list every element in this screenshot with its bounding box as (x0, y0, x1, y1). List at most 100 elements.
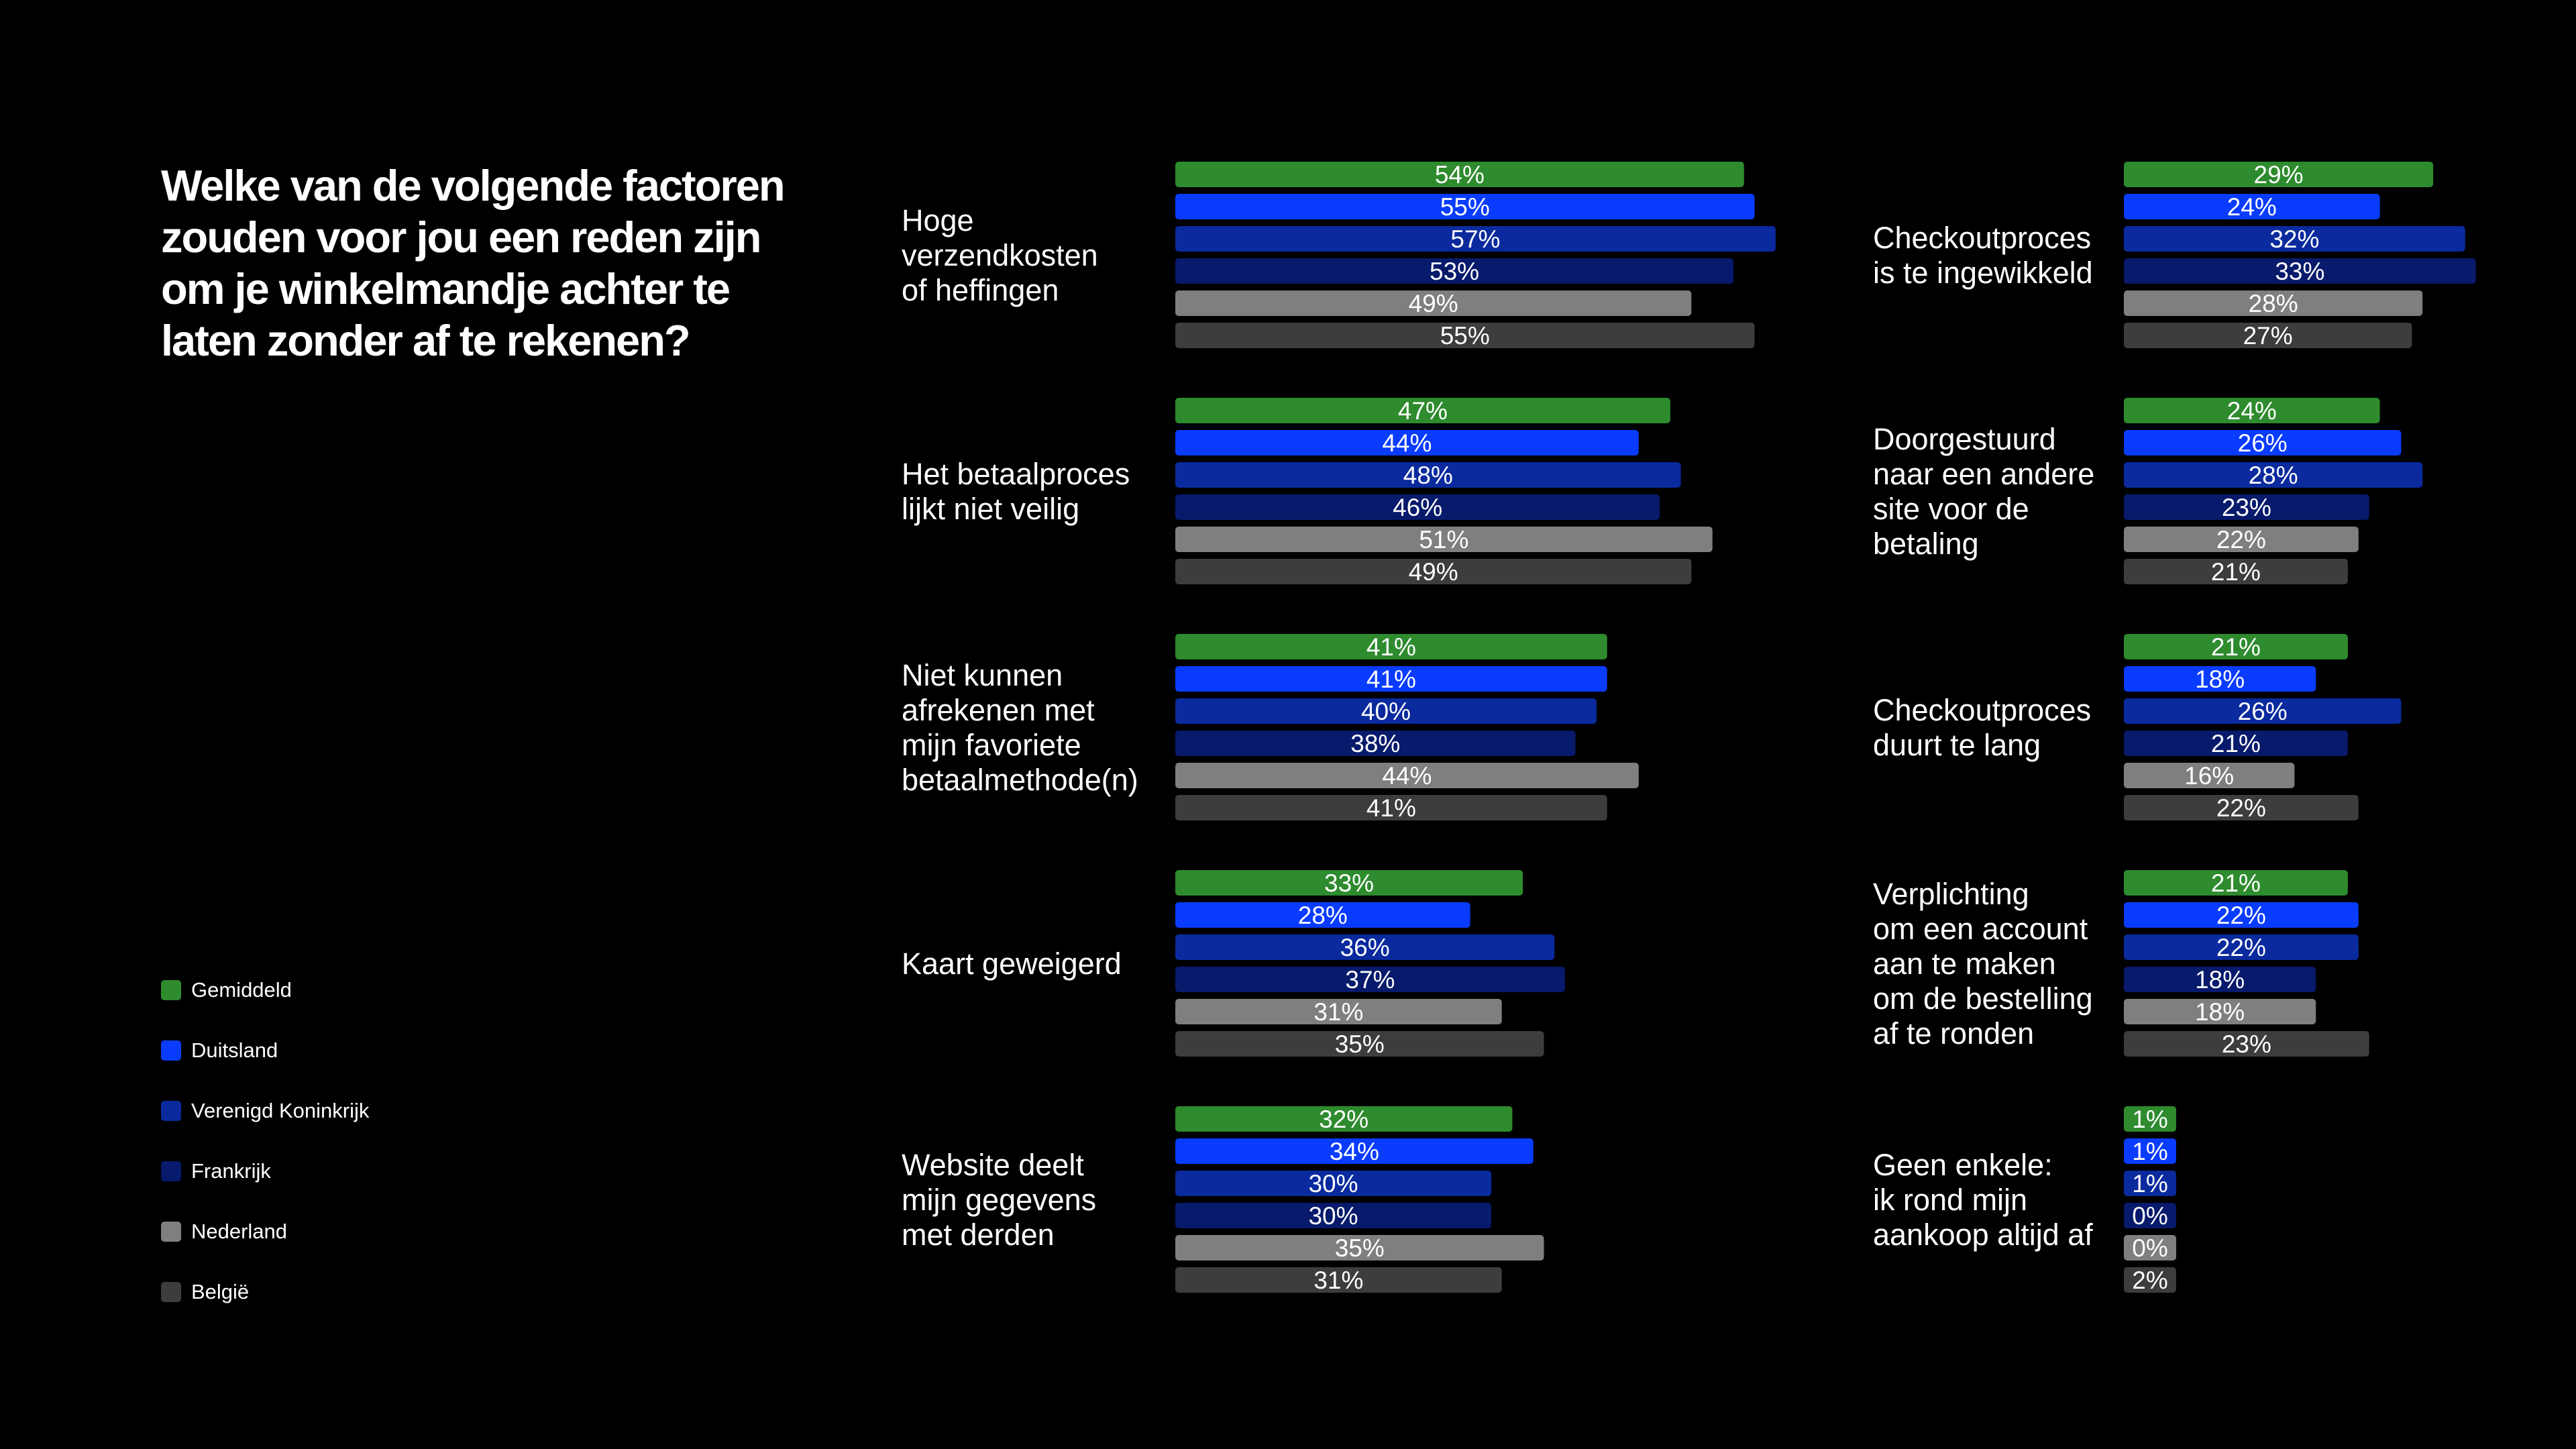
bar (1175, 1031, 1544, 1057)
group-label: Kaart geweigerd (902, 947, 1122, 981)
bar (2124, 194, 2380, 219)
data-label: 30% (1308, 1202, 1358, 1230)
bar (1175, 1235, 1544, 1260)
data-label: 26% (2238, 698, 2288, 725)
bar (1175, 559, 1692, 584)
data-label: 18% (2195, 998, 2245, 1026)
group-label: om de bestelling (1873, 981, 2093, 1016)
legend-swatch (161, 1161, 181, 1181)
group-label: Hoge (902, 203, 974, 237)
data-label: 0% (2132, 1202, 2167, 1230)
data-label: 24% (2227, 193, 2277, 221)
legend-item: Gemiddeld (161, 960, 369, 1020)
bar (2124, 870, 2348, 896)
group-label: lijkt niet veilig (902, 492, 1079, 526)
bar (1175, 999, 1502, 1024)
bar (2124, 795, 2359, 820)
bar (2124, 398, 2380, 423)
legend-swatch (161, 1101, 181, 1121)
group-label: naar een andere (1873, 457, 2094, 491)
group-label: Checkoutproces (1873, 221, 2091, 255)
data-label: 33% (2275, 258, 2324, 285)
data-label: 49% (1409, 558, 1458, 586)
legend-label: Gemiddeld (191, 978, 292, 1002)
group-label: Website deelt (902, 1148, 1084, 1182)
data-label: 40% (1361, 698, 1411, 725)
legend-swatch (161, 1222, 181, 1242)
data-label: 30% (1308, 1170, 1358, 1197)
bar (2124, 323, 2412, 348)
legend-label: Nederland (191, 1220, 288, 1243)
data-label: 47% (1398, 397, 1448, 425)
bar (1175, 398, 1670, 423)
data-label: 33% (1324, 869, 1374, 897)
data-label: 22% (2216, 934, 2266, 961)
bar (1175, 290, 1692, 316)
group-label: Niet kunnen (902, 658, 1063, 692)
bar (1175, 731, 1576, 756)
bar (1175, 226, 1776, 252)
data-label: 1% (2132, 1106, 2167, 1133)
group-label: mijn favoriete (902, 728, 1081, 762)
bar (2124, 559, 2348, 584)
data-label: 18% (2195, 966, 2245, 994)
bar (1175, 1171, 1491, 1196)
data-label: 31% (1313, 998, 1363, 1026)
data-label: 29% (2254, 161, 2304, 189)
bar (1175, 194, 1755, 219)
bar (2124, 1138, 2176, 1164)
bar (1175, 1106, 1513, 1132)
legend-swatch (161, 1282, 181, 1302)
group-label: duurt te lang (1873, 728, 2041, 762)
data-label: 46% (1393, 494, 1442, 521)
legend-swatch (161, 1040, 181, 1061)
group-label: Geen enkele: (1873, 1148, 2053, 1182)
bar (1175, 430, 1639, 455)
group-label: betaalmethode(n) (902, 763, 1138, 797)
bar (2124, 698, 2402, 724)
bar (1175, 870, 1523, 896)
bar (2124, 666, 2316, 692)
group-label: is te ingewikkeld (1873, 256, 2093, 290)
data-label: 22% (2216, 902, 2266, 929)
data-label: 23% (2222, 494, 2271, 521)
legend-item: Verenigd Koninkrijk (161, 1081, 369, 1141)
bar (1175, 494, 1660, 520)
bar (1175, 323, 1755, 348)
bar (1175, 1138, 1534, 1164)
legend-item: Duitsland (161, 1020, 369, 1081)
data-label: 1% (2132, 1170, 2167, 1197)
legend-swatch (161, 980, 181, 1000)
data-label: 24% (2227, 397, 2277, 425)
data-label: 44% (1382, 429, 1432, 457)
bar (2124, 462, 2423, 488)
bar (1175, 1267, 1502, 1293)
bar (2124, 258, 2476, 284)
group-label: afrekenen met (902, 693, 1095, 727)
bar (2124, 1171, 2176, 1196)
bar (1175, 527, 1713, 552)
bar (2124, 999, 2316, 1024)
group-label: mijn gegevens (902, 1183, 1096, 1217)
bar (2124, 290, 2423, 316)
bar (2124, 1235, 2176, 1260)
data-label: 21% (2211, 869, 2261, 897)
bar (1175, 258, 1734, 284)
data-label: 34% (1330, 1138, 1379, 1165)
bar (2124, 1267, 2176, 1293)
bar (2124, 634, 2348, 659)
bar (1175, 902, 1470, 928)
data-label: 22% (2216, 794, 2266, 822)
data-label: 26% (2238, 429, 2288, 457)
data-label: 28% (2249, 462, 2298, 489)
bar (1175, 795, 1607, 820)
bar (2124, 967, 2316, 992)
group-label: ik rond mijn (1873, 1183, 2027, 1217)
group-label: Verplichting (1873, 877, 2029, 911)
bar (2124, 1106, 2176, 1132)
data-label: 53% (1430, 258, 1479, 285)
group-label: of heffingen (902, 273, 1059, 307)
data-label: 1% (2132, 1138, 2167, 1165)
bar (2124, 731, 2348, 756)
bar (1175, 162, 1744, 187)
